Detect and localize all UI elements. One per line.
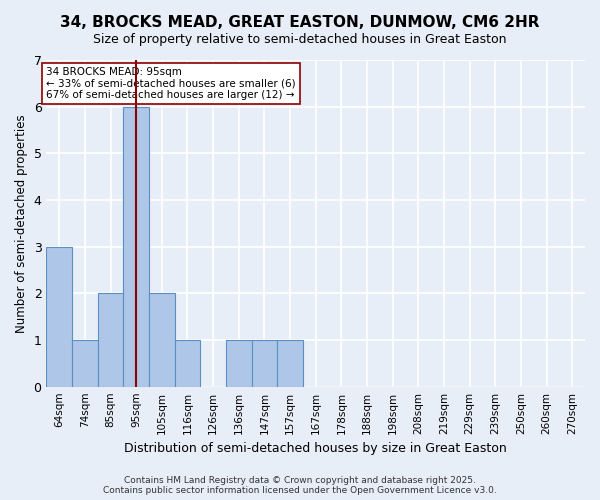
Bar bbox=[251, 340, 277, 386]
Y-axis label: Number of semi-detached properties: Number of semi-detached properties bbox=[15, 114, 28, 332]
Text: 34 BROCKS MEAD: 95sqm
← 33% of semi-detached houses are smaller (6)
67% of semi-: 34 BROCKS MEAD: 95sqm ← 33% of semi-deta… bbox=[46, 67, 296, 100]
Bar bbox=[226, 340, 251, 386]
Text: 34, BROCKS MEAD, GREAT EASTON, DUNMOW, CM6 2HR: 34, BROCKS MEAD, GREAT EASTON, DUNMOW, C… bbox=[60, 15, 540, 30]
X-axis label: Distribution of semi-detached houses by size in Great Easton: Distribution of semi-detached houses by … bbox=[124, 442, 507, 455]
Bar bbox=[175, 340, 200, 386]
Bar bbox=[98, 294, 124, 386]
Text: Contains HM Land Registry data © Crown copyright and database right 2025.
Contai: Contains HM Land Registry data © Crown c… bbox=[103, 476, 497, 495]
Bar bbox=[277, 340, 303, 386]
Text: Size of property relative to semi-detached houses in Great Easton: Size of property relative to semi-detach… bbox=[93, 32, 507, 46]
Bar bbox=[149, 294, 175, 386]
Bar bbox=[46, 246, 72, 386]
Bar bbox=[124, 106, 149, 386]
Bar bbox=[72, 340, 98, 386]
